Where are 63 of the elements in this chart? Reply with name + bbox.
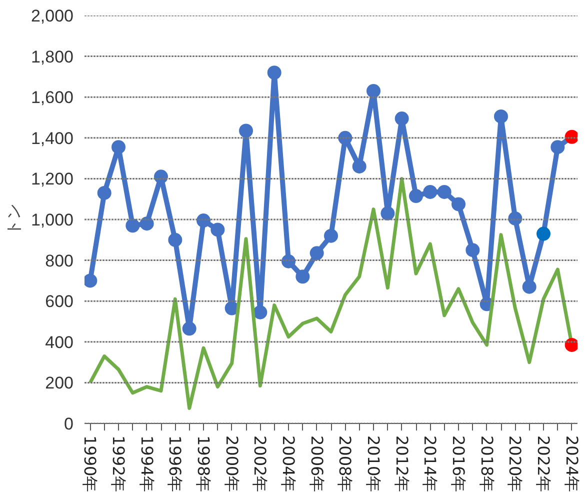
point [282, 254, 296, 268]
point [324, 228, 338, 243]
point [494, 109, 508, 124]
x-tick-label: 2008年 [336, 436, 355, 492]
x-tick-label: 2018年 [477, 436, 496, 492]
x-tick-label: 2020年 [506, 436, 525, 492]
point [126, 218, 140, 233]
point [140, 216, 154, 231]
x-tick-label: 1994年 [137, 436, 156, 492]
point [394, 112, 409, 126]
x-tick-label: 1992年 [109, 436, 128, 492]
y-tick-label: 1,200 [30, 170, 74, 189]
x-tick-label: 2006年 [307, 436, 326, 492]
point [366, 84, 380, 98]
point [437, 184, 452, 199]
point [522, 280, 536, 294]
point [296, 270, 310, 284]
point [253, 305, 268, 320]
point [97, 186, 112, 200]
x-tick-label: 2012年 [392, 436, 412, 492]
point [466, 243, 480, 258]
x-tick-label: 2004年 [279, 436, 298, 492]
point [310, 246, 324, 260]
point [112, 140, 126, 154]
x-tick-label: 1996年 [166, 436, 185, 492]
point [536, 226, 550, 241]
x-tick-label: 2002年 [250, 436, 270, 492]
point [564, 338, 578, 352]
point [409, 189, 423, 204]
point [380, 206, 395, 220]
x-tick-label: 2022年 [534, 436, 553, 492]
point [239, 124, 253, 138]
point [352, 159, 366, 174]
x-tick-label: 2010年 [364, 436, 383, 492]
point [196, 214, 210, 228]
y-tick-label: 800 [45, 251, 74, 270]
point [168, 232, 182, 247]
y-axis-title: トン [4, 204, 23, 236]
x-tick-label: 2000年 [222, 436, 242, 492]
point [182, 322, 196, 336]
point [338, 130, 352, 145]
x-tick-label: 2024年 [562, 436, 582, 492]
y-tick-label: 2,000 [30, 6, 74, 26]
point [267, 66, 282, 80]
point [452, 197, 466, 212]
point [154, 170, 168, 184]
y-tick-label: 400 [45, 332, 74, 352]
y-tick-label: 0 [64, 414, 74, 434]
point [508, 211, 522, 226]
x-tick-label: 1998年 [194, 436, 213, 492]
x-tick-label: 2016年 [449, 436, 468, 492]
y-tick-label: 200 [45, 374, 74, 393]
y-tick-label: 1,600 [30, 88, 74, 108]
x-tick-label: 1990年 [80, 436, 100, 492]
point [84, 274, 98, 288]
point [210, 222, 225, 237]
point [423, 184, 438, 199]
y-tick-label: 1,800 [30, 47, 74, 66]
y-tick-label: 1,000 [30, 210, 74, 230]
x-tick-label: 2014年 [420, 436, 440, 492]
y-tick-label: 600 [45, 292, 74, 312]
y-tick-label: 1,400 [30, 128, 74, 148]
point [550, 140, 565, 154]
